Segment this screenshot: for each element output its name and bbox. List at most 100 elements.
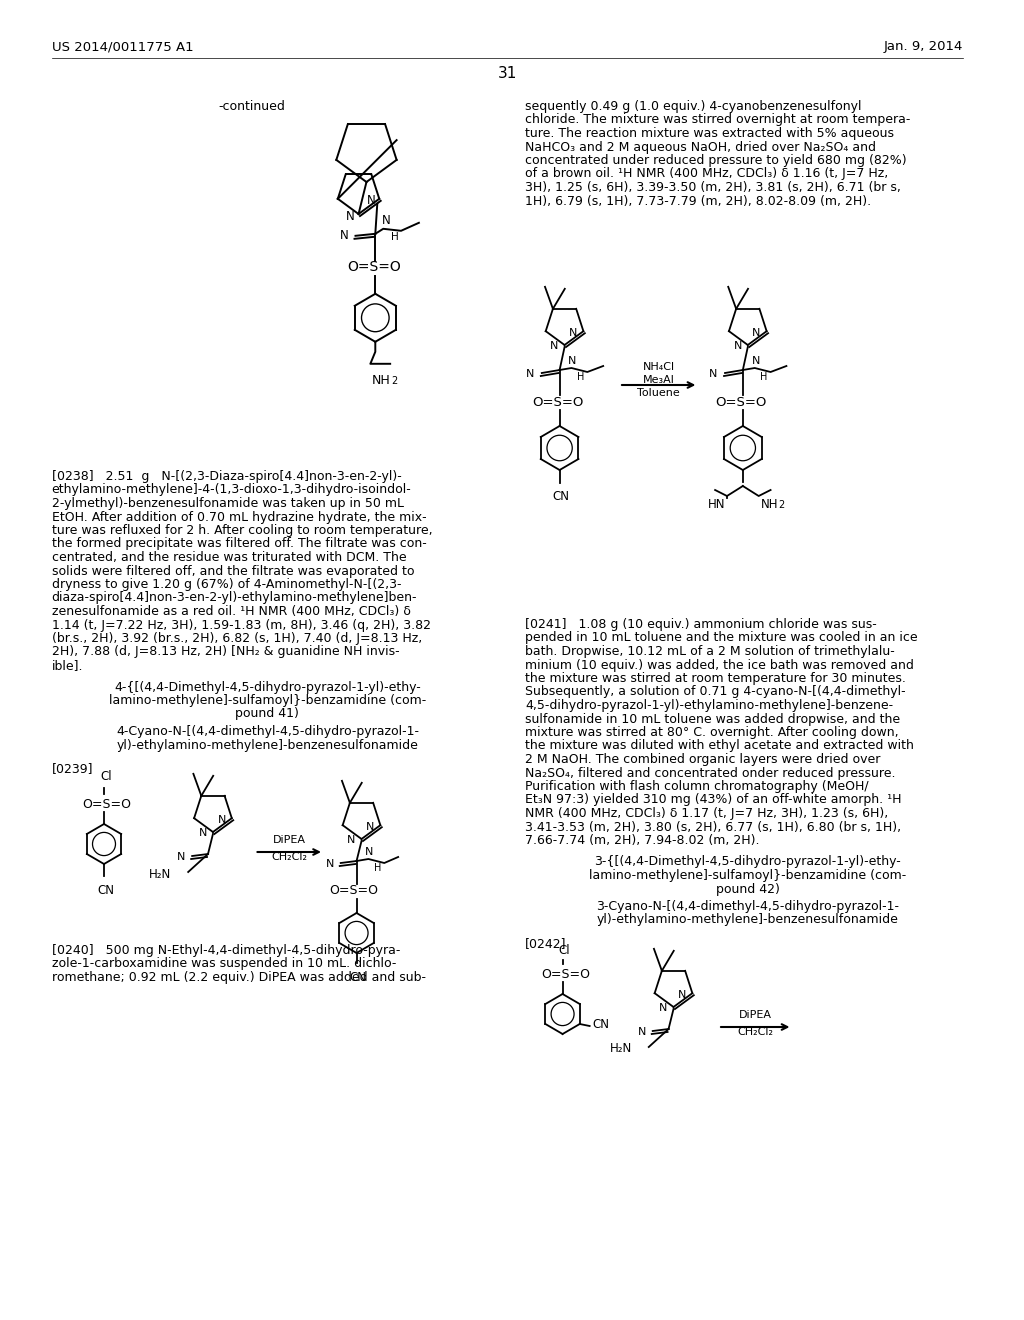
Text: N: N — [346, 210, 355, 223]
Text: 1H), 6.79 (s, 1H), 7.73-7.79 (m, 2H), 8.02-8.09 (m, 2H).: 1H), 6.79 (s, 1H), 7.73-7.79 (m, 2H), 8.… — [525, 194, 871, 207]
Text: HN: HN — [708, 498, 725, 511]
Text: N: N — [550, 341, 559, 351]
Text: CH₂Cl₂: CH₂Cl₂ — [737, 1027, 773, 1038]
Text: DiPEA: DiPEA — [272, 836, 306, 845]
Text: N: N — [366, 822, 375, 832]
Text: O=S=O: O=S=O — [715, 396, 767, 408]
Text: CN: CN — [97, 884, 114, 898]
Text: yl)-ethylamino-methylene]-benzenesulfonamide: yl)-ethylamino-methylene]-benzenesulfona… — [597, 913, 899, 927]
Text: Et₃N 97:3) yielded 310 mg (43%) of an off-white amorph. ¹H: Et₃N 97:3) yielded 310 mg (43%) of an of… — [525, 793, 901, 807]
Text: diaza-spiro[4.4]non-3-en-2-yl)-ethylamino-methylene]ben-: diaza-spiro[4.4]non-3-en-2-yl)-ethylamin… — [51, 591, 417, 605]
Text: CN: CN — [553, 490, 569, 503]
Text: pound 42): pound 42) — [716, 883, 779, 895]
Text: CH₂Cl₂: CH₂Cl₂ — [271, 851, 307, 862]
Text: 3-{[(4,4-Dimethyl-4,5-dihydro-pyrazol-1-yl)-ethy-: 3-{[(4,4-Dimethyl-4,5-dihydro-pyrazol-1-… — [594, 855, 901, 869]
Text: O=S=O: O=S=O — [329, 884, 378, 898]
Text: Jan. 9, 2014: Jan. 9, 2014 — [884, 40, 963, 53]
Text: centrated, and the residue was triturated with DCM. The: centrated, and the residue was triturate… — [51, 550, 407, 564]
Text: [0239]: [0239] — [51, 762, 93, 775]
Text: [0241]   1.08 g (10 equiv.) ammonium chloride was sus-: [0241] 1.08 g (10 equiv.) ammonium chlor… — [525, 618, 877, 631]
Text: lamino-methylene]-sulfamoyl}-benzamidine (com-: lamino-methylene]-sulfamoyl}-benzamidine… — [589, 869, 906, 882]
Text: N: N — [525, 370, 534, 379]
Text: O=S=O: O=S=O — [531, 396, 584, 408]
Text: O=S=O: O=S=O — [347, 260, 401, 273]
Text: NH₄Cl: NH₄Cl — [643, 362, 675, 372]
Text: Cl: Cl — [100, 770, 112, 783]
Text: zole-1-carboxamidine was suspended in 10 mL. dichlo-: zole-1-carboxamidine was suspended in 10… — [51, 957, 396, 970]
Text: ible].: ible]. — [51, 659, 83, 672]
Text: minium (10 equiv.) was added, the ice bath was removed and: minium (10 equiv.) was added, the ice ba… — [525, 659, 913, 672]
Text: Purification with flash column chromatography (MeOH/: Purification with flash column chromatog… — [525, 780, 868, 793]
Text: N: N — [347, 836, 355, 845]
Text: [0242]: [0242] — [525, 937, 566, 950]
Text: 2H), 7.88 (d, J=8.13 Hz, 2H) [NH₂ & guanidine NH invis-: 2H), 7.88 (d, J=8.13 Hz, 2H) [NH₂ & guan… — [51, 645, 399, 659]
Text: NMR (400 MHz, CDCl₃) δ 1.17 (t, J=7 Hz, 3H), 1.23 (s, 6H),: NMR (400 MHz, CDCl₃) δ 1.17 (t, J=7 Hz, … — [525, 807, 888, 820]
Text: CN: CN — [349, 972, 367, 983]
Text: N: N — [177, 851, 185, 862]
Text: N: N — [637, 1027, 646, 1038]
Text: chloride. The mixture was stirred overnight at room tempera-: chloride. The mixture was stirred overni… — [525, 114, 910, 127]
Text: N: N — [366, 847, 374, 857]
Text: of a brown oil. ¹H NMR (400 MHz, CDCl₃) δ 1.16 (t, J=7 Hz,: of a brown oil. ¹H NMR (400 MHz, CDCl₃) … — [525, 168, 888, 181]
Text: H: H — [374, 863, 381, 873]
Text: bath. Dropwise, 10.12 mL of a 2 M solution of trimethylalu-: bath. Dropwise, 10.12 mL of a 2 M soluti… — [525, 645, 895, 657]
Text: 2 M NaOH. The combined organic layers were dried over: 2 M NaOH. The combined organic layers we… — [525, 752, 881, 766]
Text: N: N — [753, 329, 761, 338]
Text: the mixture was stirred at room temperature for 30 minutes.: the mixture was stirred at room temperat… — [525, 672, 906, 685]
Text: 3H), 1.25 (s, 6H), 3.39-3.50 (m, 2H), 3.81 (s, 2H), 6.71 (br s,: 3H), 1.25 (s, 6H), 3.39-3.50 (m, 2H), 3.… — [525, 181, 901, 194]
Text: NaHCO₃ and 2 M aqueous NaOH, dried over Na₂SO₄ and: NaHCO₃ and 2 M aqueous NaOH, dried over … — [525, 140, 876, 153]
Text: the formed precipitate was filtered off. The filtrate was con-: the formed precipitate was filtered off.… — [51, 537, 426, 550]
Text: N: N — [709, 370, 717, 379]
Text: Cl: Cl — [559, 944, 570, 957]
Text: dryness to give 1.20 g (67%) of 4-Aminomethyl-N-[(2,3-: dryness to give 1.20 g (67%) of 4-Aminom… — [51, 578, 401, 591]
Text: N: N — [217, 816, 226, 825]
Text: concentrated under reduced pressure to yield 680 mg (82%): concentrated under reduced pressure to y… — [525, 154, 906, 168]
Text: H: H — [760, 372, 767, 381]
Text: 1.14 (t, J=7.22 Hz, 3H), 1.59-1.83 (m, 8H), 3.46 (q, 2H), 3.82: 1.14 (t, J=7.22 Hz, 3H), 1.59-1.83 (m, 8… — [51, 619, 430, 631]
Text: 4,5-dihydro-pyrazol-1-yl)-ethylamino-methylene]-benzene-: 4,5-dihydro-pyrazol-1-yl)-ethylamino-met… — [525, 700, 893, 711]
Text: H: H — [577, 372, 584, 381]
Text: NH: NH — [761, 498, 778, 511]
Text: H₂N: H₂N — [609, 1043, 632, 1056]
Text: sulfonamide in 10 mL toluene was added dropwise, and the: sulfonamide in 10 mL toluene was added d… — [525, 713, 900, 726]
Text: 3-Cyano-N-[(4,4-dimethyl-4,5-dihydro-pyrazol-1-: 3-Cyano-N-[(4,4-dimethyl-4,5-dihydro-pyr… — [596, 900, 899, 913]
Text: zenesulfonamide as a red oil. ¹H NMR (400 MHz, CDCl₃) δ: zenesulfonamide as a red oil. ¹H NMR (40… — [51, 605, 411, 618]
Text: the mixture was diluted with ethyl acetate and extracted with: the mixture was diluted with ethyl aceta… — [525, 739, 913, 752]
Text: 2-ylmethyl)-benzenesulfonamide was taken up in 50 mL: 2-ylmethyl)-benzenesulfonamide was taken… — [51, 498, 403, 510]
Text: CN: CN — [593, 1018, 609, 1031]
Text: ethylamino-methylene]-4-(1,3-dioxo-1,3-dihydro-isoindol-: ethylamino-methylene]-4-(1,3-dioxo-1,3-d… — [51, 483, 412, 496]
Text: N: N — [659, 1003, 668, 1012]
Text: N: N — [340, 230, 348, 243]
Text: O=S=O: O=S=O — [541, 968, 590, 981]
Text: (br.s., 2H), 3.92 (br.s., 2H), 6.82 (s, 1H), 7.40 (d, J=8.13 Hz,: (br.s., 2H), 3.92 (br.s., 2H), 6.82 (s, … — [51, 632, 422, 645]
Text: Toluene: Toluene — [637, 388, 680, 399]
Text: mixture was stirred at 80° C. overnight. After cooling down,: mixture was stirred at 80° C. overnight.… — [525, 726, 899, 739]
Text: N: N — [382, 214, 390, 227]
Text: N: N — [367, 194, 376, 207]
Text: [0238]   2.51  g   N-[(2,3-Diaza-spiro[4.4]non-3-en-2-yl)-: [0238] 2.51 g N-[(2,3-Diaza-spiro[4.4]no… — [51, 470, 401, 483]
Text: EtOH. After addition of 0.70 mL hydrazine hydrate, the mix-: EtOH. After addition of 0.70 mL hydrazin… — [51, 511, 426, 524]
Text: H: H — [391, 232, 399, 242]
Text: N: N — [678, 990, 686, 1001]
Text: N: N — [199, 828, 207, 838]
Text: O=S=O: O=S=O — [82, 797, 131, 810]
Text: 4-{[(4,4-Dimethyl-4,5-dihydro-pyrazol-1-yl)-ethy-: 4-{[(4,4-Dimethyl-4,5-dihydro-pyrazol-1-… — [114, 681, 421, 693]
Text: 31: 31 — [498, 66, 517, 81]
Text: US 2014/0011775 A1: US 2014/0011775 A1 — [51, 40, 194, 53]
Text: [0240]   500 mg N-Ethyl-4,4-dimethyl-4,5-dihydro-pyra-: [0240] 500 mg N-Ethyl-4,4-dimethyl-4,5-d… — [51, 944, 400, 957]
Text: DiPEA: DiPEA — [738, 1010, 772, 1020]
Text: pound 41): pound 41) — [236, 708, 299, 721]
Text: N: N — [733, 341, 741, 351]
Text: ture was refluxed for 2 h. After cooling to room temperature,: ture was refluxed for 2 h. After cooling… — [51, 524, 432, 537]
Text: N: N — [569, 329, 578, 338]
Text: N: N — [326, 859, 334, 869]
Text: Na₂SO₄, filtered and concentrated onder reduced pressure.: Na₂SO₄, filtered and concentrated onder … — [525, 767, 895, 780]
Text: N: N — [568, 356, 577, 366]
Text: 3.41-3.53 (m, 2H), 3.80 (s, 2H), 6.77 (s, 1H), 6.80 (br s, 1H),: 3.41-3.53 (m, 2H), 3.80 (s, 2H), 6.77 (s… — [525, 821, 901, 833]
Text: Me₃Al: Me₃Al — [643, 375, 675, 385]
Text: 2: 2 — [391, 376, 397, 385]
Text: 4-Cyano-N-[(4,4-dimethyl-4,5-dihydro-pyrazol-1-: 4-Cyano-N-[(4,4-dimethyl-4,5-dihydro-pyr… — [116, 725, 419, 738]
Text: solids were filtered off, and the filtrate was evaporated to: solids were filtered off, and the filtra… — [51, 565, 414, 578]
Text: H₂N: H₂N — [150, 867, 171, 880]
Text: NH: NH — [372, 374, 390, 387]
